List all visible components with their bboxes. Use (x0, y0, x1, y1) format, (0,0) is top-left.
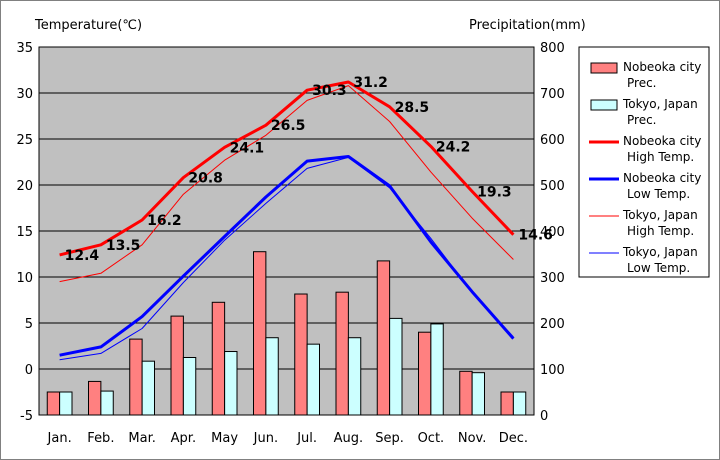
category-label: Sep. (375, 431, 404, 446)
precip-bar (182, 357, 197, 416)
precip-bar (306, 343, 320, 416)
precip-bar (170, 315, 184, 416)
category-label: Apr. (171, 431, 196, 446)
precip-bar (294, 293, 308, 416)
left-tick-label: 0 (25, 363, 33, 378)
category-label: Nov. (458, 431, 487, 446)
temp-line (59, 85, 514, 283)
legend-swatch (590, 99, 618, 111)
precip-bar (389, 317, 403, 416)
legend-label: Nobeoka city (623, 134, 701, 148)
category-label: Dec. (499, 431, 528, 446)
left-tick-label: 5 (25, 317, 33, 332)
legend-label: Tokyo, Japan (622, 208, 698, 222)
right-tick-label: 0 (540, 409, 548, 424)
category-label: Jul. (296, 431, 317, 446)
left-tick-label: -5 (20, 409, 33, 424)
right-tick-label: 500 (540, 179, 565, 194)
precip-bar (253, 251, 267, 416)
precip-bar (100, 390, 114, 416)
data-label: 30.3 (312, 83, 347, 99)
legend-label: Low Temp. (627, 187, 690, 201)
right-tick-label: 200 (540, 317, 565, 332)
precip-bar (211, 301, 226, 416)
legend-box (578, 46, 710, 278)
data-label: 26.5 (271, 118, 306, 134)
left-tick-label: 25 (16, 133, 33, 148)
right-tick-label: 700 (540, 87, 565, 102)
precip-bar (88, 380, 102, 416)
data-label: 19.3 (477, 184, 512, 200)
left-tick-label: 10 (16, 271, 33, 286)
right-axis-title: Precipitation(mm) (469, 18, 586, 33)
category-label: Feb. (87, 431, 114, 446)
precip-bar (459, 370, 473, 416)
precip-bar (335, 291, 349, 416)
data-label: 28.5 (395, 100, 430, 116)
data-label: 20.8 (188, 171, 223, 187)
right-tick-label: 800 (540, 41, 565, 56)
data-label: 13.5 (106, 238, 141, 254)
precip-bar (46, 391, 61, 416)
left-tick-label: 30 (16, 87, 33, 102)
legend-label: Prec. (627, 76, 657, 90)
precip-bar (512, 391, 527, 416)
data-label: 24.1 (230, 140, 265, 156)
data-label: 16.2 (147, 213, 182, 229)
temp-line (59, 155, 515, 357)
legend-label: Tokyo, Japan (622, 245, 698, 259)
legend-swatch (590, 62, 618, 74)
precip-bar (59, 391, 73, 416)
precip-bar (224, 351, 238, 416)
right-tick-label: 100 (540, 363, 565, 378)
legend-label: High Temp. (627, 150, 694, 164)
right-tick-label: 400 (540, 225, 565, 240)
category-label: Jan. (47, 431, 72, 446)
left-tick-label: 15 (16, 225, 33, 240)
legend-label: Low Temp. (627, 261, 690, 275)
precip-bar (129, 338, 143, 416)
legend-label: Prec. (627, 113, 657, 127)
legend-label: High Temp. (627, 224, 694, 238)
category-label: Aug. (334, 431, 364, 446)
precip-bar (500, 391, 514, 416)
data-label: 24.2 (436, 139, 471, 155)
category-label: Mar. (128, 431, 155, 446)
data-label: 31.2 (353, 75, 388, 91)
precip-bar (430, 323, 444, 416)
legend-label: Nobeoka city (623, 60, 701, 74)
temp-line (59, 156, 514, 361)
precip-bar (265, 337, 279, 416)
precip-bar (418, 331, 432, 416)
left-tick-label: 20 (16, 179, 33, 194)
temp-line (59, 80, 515, 257)
precip-bar (347, 337, 362, 416)
data-label: 12.4 (65, 248, 100, 264)
category-label: Jun. (253, 431, 278, 446)
precip-bar (141, 360, 155, 416)
left-tick-label: 35 (16, 41, 33, 56)
precip-bar (376, 260, 391, 416)
precip-bar (471, 372, 485, 416)
right-tick-label: 600 (540, 133, 565, 148)
legend-label: Tokyo, Japan (622, 97, 698, 111)
right-tick-label: 300 (540, 271, 565, 286)
category-label: May (211, 431, 238, 446)
category-label: Oct. (418, 431, 445, 446)
left-axis-title: Temperature(℃) (34, 18, 142, 33)
legend-label: Nobeoka city (623, 171, 701, 185)
data-label: 14.6 (518, 228, 553, 244)
